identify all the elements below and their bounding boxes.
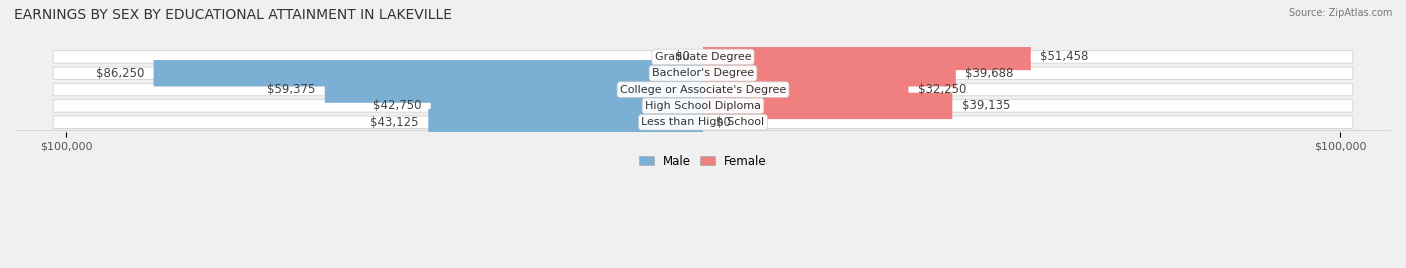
FancyBboxPatch shape <box>53 100 1353 112</box>
Text: Graduate Degree: Graduate Degree <box>655 52 751 62</box>
Text: $59,375: $59,375 <box>267 83 315 96</box>
Text: College or Associate's Degree: College or Associate's Degree <box>620 85 786 95</box>
FancyBboxPatch shape <box>703 44 1031 70</box>
Text: EARNINGS BY SEX BY EDUCATIONAL ATTAINMENT IN LAKEVILLE: EARNINGS BY SEX BY EDUCATIONAL ATTAINMEN… <box>14 8 453 22</box>
Text: $0: $0 <box>716 116 731 129</box>
Text: High School Diploma: High School Diploma <box>645 101 761 111</box>
FancyBboxPatch shape <box>53 83 1353 96</box>
FancyBboxPatch shape <box>703 93 952 119</box>
Text: Bachelor's Degree: Bachelor's Degree <box>652 68 754 78</box>
Text: $51,458: $51,458 <box>1040 50 1088 64</box>
Text: $0: $0 <box>675 50 690 64</box>
Text: $39,688: $39,688 <box>966 67 1014 80</box>
FancyBboxPatch shape <box>703 60 956 87</box>
FancyBboxPatch shape <box>325 76 703 103</box>
Text: $43,125: $43,125 <box>370 116 419 129</box>
Text: $42,750: $42,750 <box>373 99 422 112</box>
FancyBboxPatch shape <box>430 93 703 119</box>
FancyBboxPatch shape <box>153 60 703 87</box>
FancyBboxPatch shape <box>53 51 1353 63</box>
FancyBboxPatch shape <box>53 116 1353 128</box>
Text: Source: ZipAtlas.com: Source: ZipAtlas.com <box>1288 8 1392 18</box>
Legend: Male, Female: Male, Female <box>634 150 772 173</box>
Text: $39,135: $39,135 <box>962 99 1011 112</box>
FancyBboxPatch shape <box>429 109 703 135</box>
Text: Less than High School: Less than High School <box>641 117 765 127</box>
Text: $86,250: $86,250 <box>96 67 143 80</box>
FancyBboxPatch shape <box>53 67 1353 80</box>
Text: $32,250: $32,250 <box>918 83 966 96</box>
FancyBboxPatch shape <box>703 76 908 103</box>
